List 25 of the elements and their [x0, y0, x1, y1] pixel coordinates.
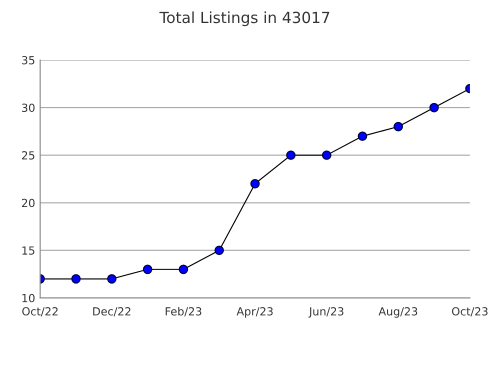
y-tick-label: 35	[22, 56, 34, 64]
x-tick-label: Apr/23	[236, 307, 273, 318]
point	[358, 131, 368, 141]
point	[286, 150, 296, 160]
point	[394, 122, 404, 132]
x-tick-label: Feb/23	[166, 306, 202, 316]
x-tick-label: Oct/22	[22, 307, 58, 316]
y-tick-label: 10	[22, 294, 35, 302]
point	[322, 150, 332, 160]
point	[429, 102, 439, 112]
point	[142, 264, 152, 274]
x-tick-label: Dec/22	[93, 307, 130, 316]
x-tick-label: Oct/23	[452, 307, 488, 316]
y-tick-label: 15	[22, 246, 34, 255]
point	[107, 274, 117, 284]
x-tick-label: Aug/23	[378, 307, 418, 318]
y-tick-label: 30	[22, 104, 35, 112]
point	[71, 274, 81, 284]
point	[250, 179, 260, 188]
y-tick-label: 20	[22, 198, 35, 208]
x-tick-label: Jun/23	[308, 307, 344, 318]
point	[214, 246, 224, 256]
chart-title: Total Listings in 43017	[159, 11, 330, 26]
point	[178, 264, 188, 274]
y-tick-label: 25	[22, 151, 34, 160]
